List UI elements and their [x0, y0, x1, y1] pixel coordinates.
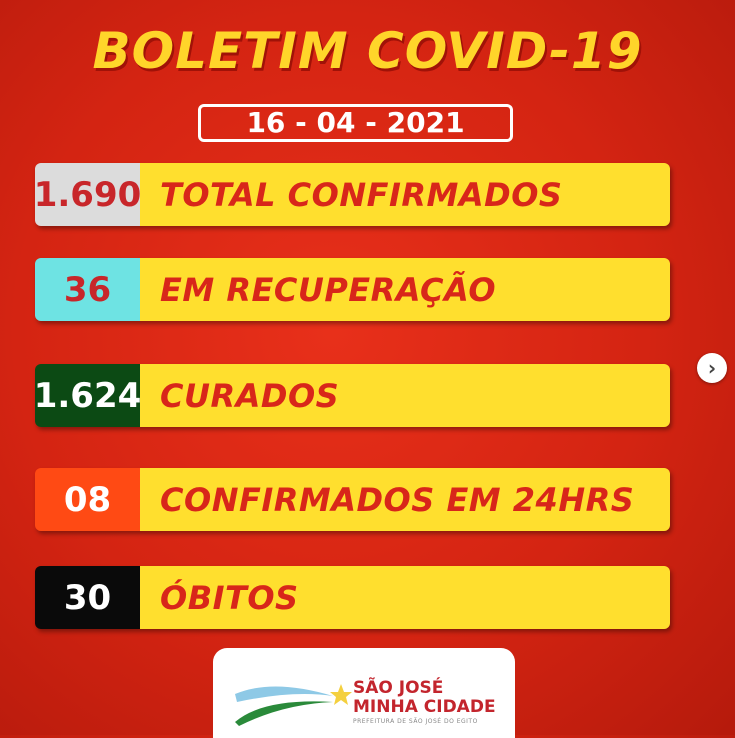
stat-label: EM RECUPERAÇÃO — [140, 258, 670, 321]
chevron-right-icon: › — [707, 356, 717, 380]
bulletin-date: 16 - 04 - 2021 — [198, 104, 513, 142]
city-logo: SÃO JOSÉ MINHA CIDADE PREFEITURA DE SÃO … — [213, 648, 515, 738]
stat-value: 36 — [35, 258, 140, 321]
logo-line3: PREFEITURA DE SÃO JOSÉ DO EGITO — [353, 718, 478, 725]
bulletin-title: BOLETIM COVID-19 — [92, 22, 643, 80]
next-slide-button[interactable]: › — [697, 353, 727, 383]
stat-value: 08 — [35, 468, 140, 531]
logo-line1: SÃO JOSÉ — [353, 678, 444, 698]
stat-label: CONFIRMADOS EM 24HRS — [140, 468, 670, 531]
stat-row: 1.624 CURADOS — [35, 364, 670, 427]
stat-value: 1.624 — [35, 364, 141, 427]
stat-label: CURADOS — [140, 364, 670, 427]
stat-label: TOTAL CONFIRMADOS — [140, 163, 670, 226]
logo-line2: MINHA CIDADE — [353, 697, 496, 717]
stat-value: 1.690 — [35, 163, 141, 226]
stat-row: 30 ÓBITOS — [35, 566, 670, 629]
stat-row: 1.690 TOTAL CONFIRMADOS — [35, 163, 670, 226]
stat-row: 36 EM RECUPERAÇÃO — [35, 258, 670, 321]
stat-value: 30 — [35, 566, 140, 629]
stat-label: ÓBITOS — [140, 566, 670, 629]
stat-row: 08 CONFIRMADOS EM 24HRS — [35, 468, 670, 531]
flag-wave-icon — [235, 684, 352, 726]
